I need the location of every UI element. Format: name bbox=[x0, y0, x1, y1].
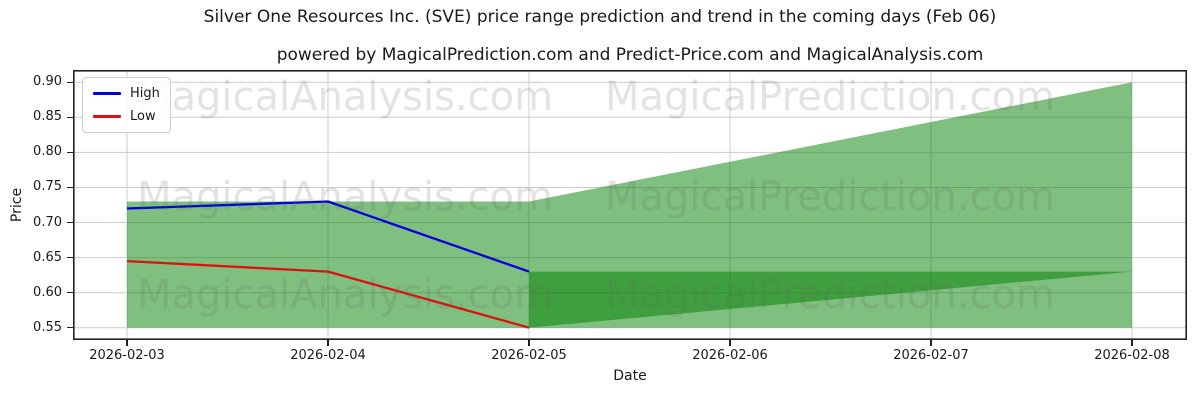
y-tick-label: 0.80 bbox=[33, 144, 62, 160]
y-tick-label: 0.70 bbox=[33, 214, 62, 230]
y-tick-mark bbox=[67, 256, 73, 259]
x-tick-label: 2026-02-07 bbox=[893, 348, 969, 363]
legend-label-high: High bbox=[130, 86, 160, 101]
x-tick-label: 2026-02-08 bbox=[1094, 348, 1170, 363]
y-tick-mark bbox=[67, 151, 73, 154]
x-tick-mark bbox=[327, 340, 329, 346]
y-axis-label: Price bbox=[9, 187, 25, 223]
y-tick-label: 0.85 bbox=[33, 109, 62, 125]
y-tick-label: 0.65 bbox=[33, 249, 62, 265]
plot-frame bbox=[73, 70, 1187, 340]
legend-label-low: Low bbox=[130, 109, 156, 124]
y-tick-label: 0.90 bbox=[33, 74, 62, 90]
y-tick-label: 0.55 bbox=[33, 319, 62, 335]
chart-canvas bbox=[73, 70, 1187, 340]
y-tick-mark bbox=[67, 291, 73, 294]
y-tick-label: 0.60 bbox=[33, 284, 62, 300]
legend-item-low: Low bbox=[93, 109, 160, 124]
x-tick-mark bbox=[1131, 340, 1133, 346]
x-tick-mark bbox=[126, 340, 128, 346]
high-line-swatch bbox=[93, 92, 121, 95]
series-high-line bbox=[126, 200, 530, 273]
y-tick-mark bbox=[67, 327, 73, 329]
x-tick-mark bbox=[930, 340, 932, 346]
y-tick-mark bbox=[67, 221, 73, 224]
y-tick-mark bbox=[67, 116, 73, 119]
x-tick-label: 2026-02-03 bbox=[89, 348, 165, 363]
x-tick-label: 2026-02-05 bbox=[491, 348, 567, 363]
x-tick-label: 2026-02-06 bbox=[692, 348, 768, 363]
plot-area: High Low MagicalAnalysis.com MagicalPredi… bbox=[73, 70, 1187, 340]
x-tick-mark bbox=[729, 340, 731, 346]
y-tick-mark bbox=[67, 186, 73, 189]
x-tick-label: 2026-02-04 bbox=[290, 348, 366, 363]
series-low-line bbox=[126, 259, 530, 329]
y-tick-label: 0.75 bbox=[33, 179, 62, 195]
x-axis-label: Date bbox=[613, 368, 647, 384]
band-prediction-range bbox=[127, 82, 1132, 328]
chart-subtitle: powered by MagicalPrediction.com and Pre… bbox=[276, 45, 984, 65]
legend: High Low bbox=[82, 77, 171, 133]
y-tick-mark bbox=[67, 81, 73, 83]
x-tick-mark bbox=[528, 340, 530, 346]
chart-title: Silver One Resources Inc. (SVE) price ra… bbox=[203, 7, 997, 27]
legend-item-high: High bbox=[93, 86, 160, 101]
low-line-swatch bbox=[93, 115, 121, 118]
